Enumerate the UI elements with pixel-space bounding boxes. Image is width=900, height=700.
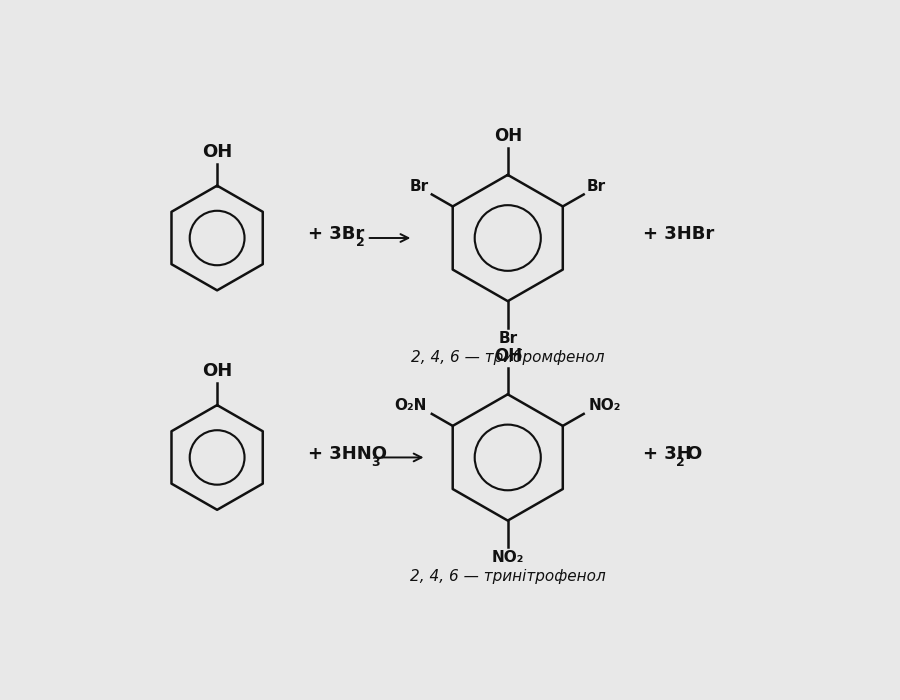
Text: 2: 2 <box>676 456 685 468</box>
Text: + 3H: + 3H <box>644 444 692 463</box>
Text: NO₂: NO₂ <box>491 550 524 565</box>
Text: OH: OH <box>202 362 232 380</box>
Text: 2: 2 <box>356 236 364 249</box>
Text: 2, 4, 6 — тринітрофенол: 2, 4, 6 — тринітрофенол <box>410 568 606 584</box>
Text: O₂N: O₂N <box>395 398 428 413</box>
Text: OH: OH <box>494 127 522 146</box>
Text: Br: Br <box>499 330 517 346</box>
Text: Br: Br <box>410 178 428 194</box>
Text: + 3HNO: + 3HNO <box>308 444 387 463</box>
Text: Br: Br <box>587 178 607 194</box>
Text: + 3Br: + 3Br <box>308 225 364 243</box>
Text: O: O <box>686 444 701 463</box>
Text: 2, 4, 6 — трибромфенол: 2, 4, 6 — трибромфенол <box>411 349 605 365</box>
Text: 3: 3 <box>372 456 380 468</box>
Text: OH: OH <box>202 143 232 160</box>
Text: OH: OH <box>494 346 522 365</box>
Text: NO₂: NO₂ <box>589 398 621 413</box>
Text: + 3HBr: + 3HBr <box>644 225 715 243</box>
